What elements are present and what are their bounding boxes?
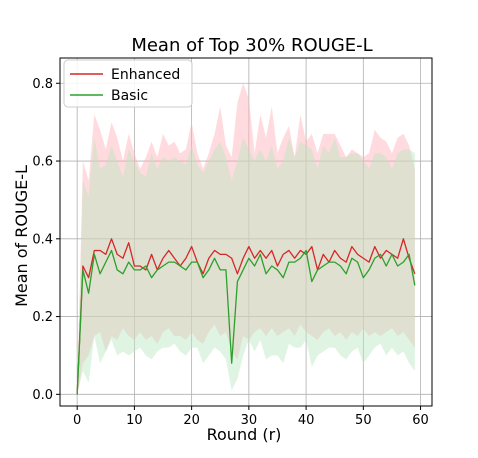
grid-lines	[60, 58, 432, 406]
axis-ticks: 0 10 20 30 40 50 60 0.0 0.2 0.4 0.6 0.8	[32, 77, 429, 428]
x-tick-label: 0	[73, 413, 81, 428]
series-lines	[76, 238, 416, 395]
y-tick-label: 0.0	[32, 388, 53, 403]
line-basic	[76, 249, 416, 395]
y-tick-label: 0.6	[32, 155, 53, 170]
y-tick-label: 0.4	[32, 232, 53, 247]
x-tick-label: 20	[183, 413, 200, 428]
band-enhanced	[77, 83, 415, 395]
x-tick-label: 30	[241, 413, 258, 428]
plot-frame	[59, 57, 433, 407]
x-tick-label: 60	[412, 413, 429, 428]
band-basic	[77, 137, 415, 395]
x-tick-label: 50	[355, 413, 372, 428]
x-tick-label: 10	[126, 413, 143, 428]
legend: Enhanced Basic	[63, 59, 193, 108]
legend-label-enhanced: Enhanced	[111, 67, 180, 83]
legend-label-basic: Basic	[111, 88, 148, 104]
chart-title: Mean of Top 30% ROUGE-L	[131, 35, 372, 56]
x-axis-label: Round (r)	[207, 425, 282, 444]
x-tick-label: 40	[298, 413, 315, 428]
y-tick-label: 0.8	[32, 77, 53, 92]
confidence-bands	[77, 83, 415, 395]
line-enhanced	[76, 238, 416, 395]
y-tick-label: 0.2	[32, 310, 53, 325]
y-axis-label: Mean of ROUGE-L	[12, 165, 31, 307]
